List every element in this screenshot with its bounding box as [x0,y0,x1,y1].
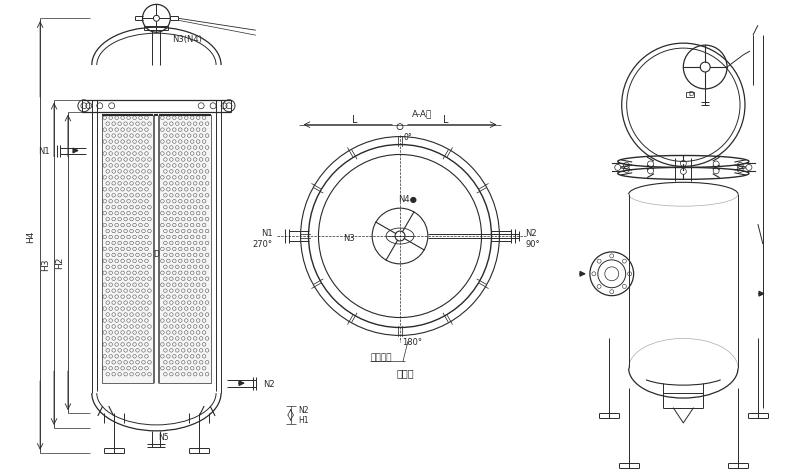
Text: D: D [689,90,694,97]
Text: N2: N2 [298,406,309,415]
Text: H3: H3 [41,258,50,270]
Text: H1: H1 [298,416,309,425]
Text: 备视图: 备视图 [396,367,414,377]
Text: N4●: N4● [398,194,417,203]
Text: N3: N3 [343,234,355,243]
Bar [159,116,211,383]
Text: N2: N2 [263,379,274,388]
Text: A-A向: A-A向 [412,109,432,118]
Text: 0°: 0° [404,133,413,142]
Text: N3(N4): N3(N4) [172,35,202,44]
Text: L: L [351,114,357,124]
Text: L: L [443,114,449,124]
Text: H2: H2 [55,256,64,268]
Text: H4: H4 [26,230,35,243]
Bar [102,116,154,383]
Text: N5: N5 [158,432,169,441]
Text: 鐵牌方位: 鐵牌方位 [370,353,392,362]
Text: N2
90°: N2 90° [526,229,540,248]
Text: N1
270°: N1 270° [253,229,273,248]
Bar [686,93,694,98]
Text: N1: N1 [38,147,50,156]
Text: 180°: 180° [402,337,422,346]
Text: D: D [154,250,159,259]
